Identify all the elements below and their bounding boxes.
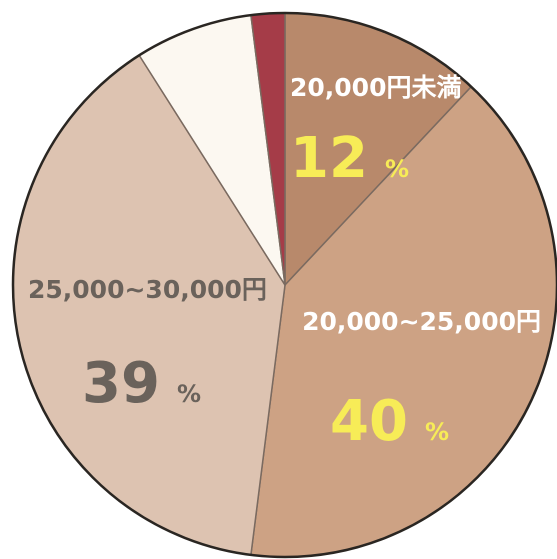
- slice-label-under-20000: 20,000円未満 12 %: [290, 73, 461, 191]
- slice-label-25000-30000: 25,000~30,000円 39 %: [28, 275, 267, 416]
- pie-slices: [12, 12, 557, 558]
- category-label-25000-30000: 25,000~30,000円: [28, 275, 267, 304]
- percent-sign-under-20000: %: [385, 155, 409, 183]
- percent-label-20000-25000: 40 %: [330, 389, 449, 454]
- slice-label-20000-25000: 20,000~25,000円 40 %: [302, 307, 541, 454]
- category-label-20000-25000: 20,000~25,000円: [302, 307, 541, 336]
- percent-sign-25000-30000: %: [177, 380, 201, 408]
- percent-sign-20000-25000: %: [425, 418, 449, 446]
- pie-outline: [11, 11, 557, 559]
- percent-label-25000-30000: 39 %: [82, 351, 201, 416]
- percent-value-25000-30000: 39: [82, 351, 160, 416]
- percent-value-20000-25000: 40: [330, 389, 408, 454]
- percent-value-under-20000: 12: [290, 126, 368, 191]
- percent-label-under-20000: 12 %: [290, 126, 409, 191]
- category-label-under-20000: 20,000円未満: [290, 73, 461, 102]
